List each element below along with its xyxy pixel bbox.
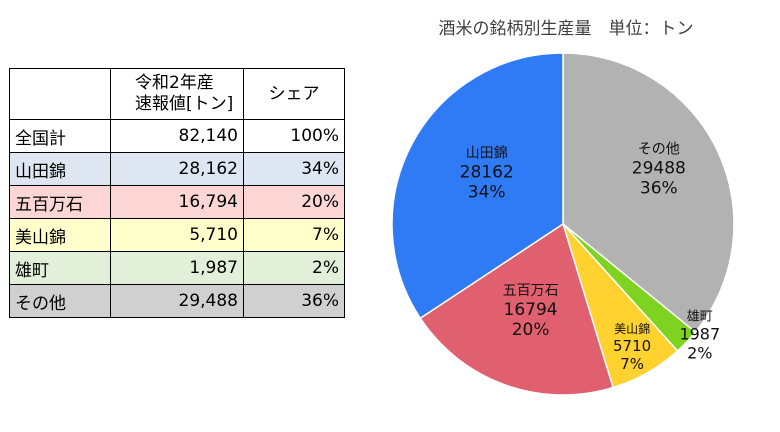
table-row: 山田錦 28,162 34%	[9, 152, 345, 186]
pie-slice	[419, 222, 615, 396]
row-share-cell: 34%	[243, 152, 345, 186]
row-value-cell: 82,140	[110, 119, 244, 153]
slice-percent-label: 34%	[468, 183, 506, 203]
row-value-cell: 16,794	[110, 185, 244, 219]
slice-name-label: 山田錦	[466, 145, 508, 162]
slice-value-label: 1987	[679, 325, 720, 344]
slice-name-label: 美山錦	[614, 321, 650, 336]
production-table: 令和2年産 速報値[トン] シェア 全国計 82,140 100% 山田錦 28…	[9, 68, 345, 318]
chart-title: 酒米の銘柄別生産量 単位：トン	[439, 19, 694, 39]
slice-name-label: 五百万石	[503, 283, 559, 299]
table-row: 五百万石 16,794 20%	[9, 185, 345, 219]
header-value-line1: 令和2年産	[135, 73, 214, 93]
data-table-container: 令和2年産 速報値[トン] シェア 全国計 82,140 100% 山田錦 28…	[9, 68, 345, 318]
table-row: 全国計 82,140 100%	[9, 119, 345, 153]
slice-value-label: 5710	[613, 337, 651, 355]
slice-percent-label: 36%	[640, 179, 678, 199]
row-name-cell: 山田錦	[9, 152, 111, 186]
row-value-cell: 5,710	[110, 218, 244, 252]
row-share-cell: 20%	[243, 185, 345, 219]
slice-name-label: 雄町	[687, 310, 713, 325]
slice-value-label: 29488	[632, 159, 686, 179]
row-name-cell: その他	[9, 284, 111, 318]
slice-percent-label: 2%	[687, 344, 712, 363]
slice-percent-label: 20%	[512, 320, 550, 340]
pie-slices	[391, 52, 735, 396]
row-value-cell: 28,162	[110, 152, 244, 186]
table-row: 雄町 1,987 2%	[9, 251, 345, 285]
table-row: その他 29,488 36%	[9, 284, 345, 318]
table-row: 美山錦 5,710 7%	[9, 218, 345, 252]
slice-value-label: 16794	[504, 300, 558, 320]
slice-name-label: その他	[638, 142, 680, 158]
header-value-line2: 速報値[トン]	[135, 94, 234, 114]
row-name-cell: 五百万石	[9, 185, 111, 219]
pie-slice	[391, 52, 564, 320]
row-share-cell: 7%	[243, 218, 345, 252]
row-value-cell: 29,488	[110, 284, 244, 318]
row-share-cell: 36%	[243, 284, 345, 318]
row-share-cell: 100%	[243, 119, 345, 153]
pie-slice	[562, 52, 735, 334]
slice-percent-label: 7%	[620, 355, 644, 373]
slice-value-label: 28162	[460, 163, 514, 183]
row-name-cell: 雄町	[9, 251, 111, 285]
